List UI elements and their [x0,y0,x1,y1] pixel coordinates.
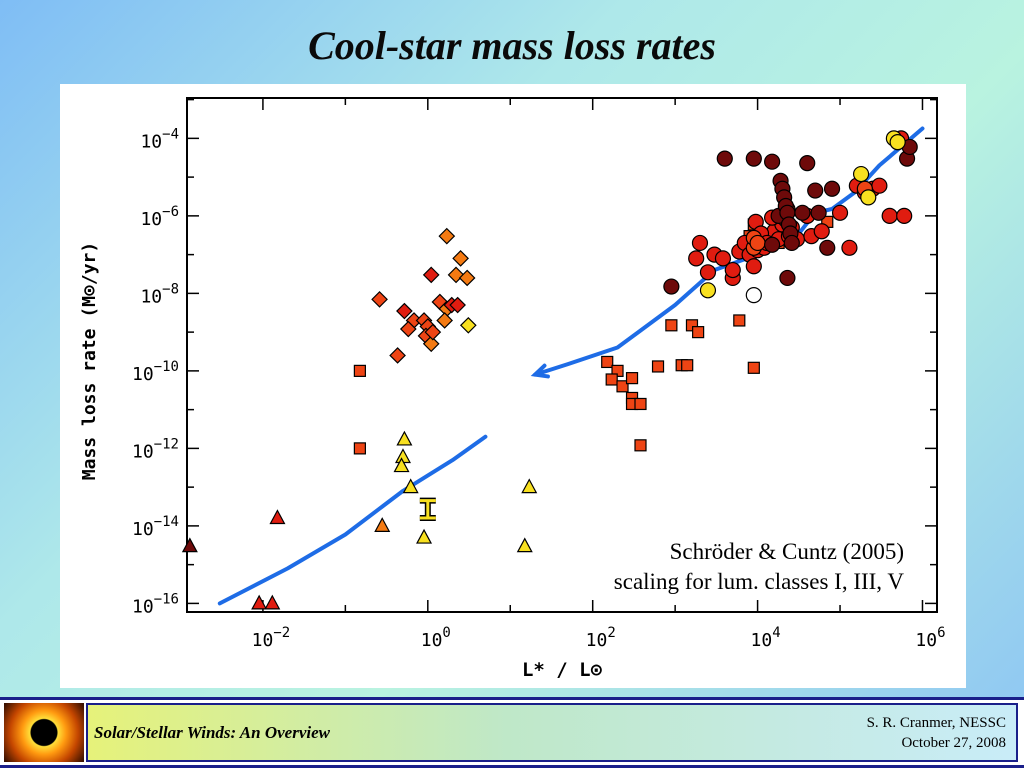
data-point-circle [841,239,858,256]
y-tick-label: 10−16 [132,591,179,617]
data-point-triangle [251,594,268,610]
data-point-diamond [436,312,453,329]
data-point-square [353,364,366,377]
chart-panel: 10−2 100 102 104 106 10−4 10−6 10−8 10−10 10−12 10… [60,84,966,688]
data-point-circle [852,165,870,183]
footer-bar: Solar/Stellar Winds: An Overview S. R. C… [0,697,1024,768]
plot-frame [186,97,938,613]
data-point-diamond [399,320,417,338]
data-point-triangle [393,457,410,473]
data-point-circle [749,234,766,252]
x-tick-label: 102 [586,625,616,651]
data-point-square [625,372,639,385]
data-point-square [685,319,699,332]
data-point-square [733,314,746,327]
error-bar [419,499,436,520]
footer-title: Solar/Stellar Winds: An Overview [94,723,330,742]
data-point-circle [745,287,762,304]
data-point-square [353,442,366,455]
data-point-circle [745,258,762,275]
data-point-circle [716,150,733,167]
data-point-diamond [422,266,440,284]
data-point-circle [810,204,827,221]
x-tick-label: 104 [751,625,781,651]
y-tick-label: 10−4 [140,126,179,152]
data-point-square [616,380,629,393]
data-point-circle [688,250,705,267]
data-point-diamond [371,291,388,308]
data-point-diamond [452,250,469,267]
data-point-circle [764,236,781,253]
y-tick-label: 10−14 [132,514,179,540]
annotation-scaling: scaling for lum. classes I, III, V [614,569,905,594]
data-point-triangle [521,478,538,494]
data-point-diamond [438,227,456,245]
y-axis-label: Mass loss rate (M⊙/yr) [79,242,100,480]
data-point-circle [823,180,841,197]
data-point-diamond [424,323,442,341]
data-point-circle [819,239,836,256]
data-point-circle [779,269,796,287]
slide-title: Cool-star mass loss rates [308,23,716,68]
data-point-triangle [416,528,433,544]
data-point-circle [813,223,830,240]
footer-date: October 27, 2008 [901,735,1006,751]
data-point-triangle [269,509,286,525]
data-point-circle [699,264,717,281]
data-point-diamond [422,335,440,353]
data-point-square [681,359,694,372]
data-point-triangle [181,537,198,553]
data-point-circle [896,207,913,224]
data-point-circle [794,204,811,221]
data-point-circle [889,134,906,151]
data-point-diamond [458,269,476,287]
data-point-circle [871,177,888,194]
data-point-circle [807,182,824,199]
data-point-triangle [516,537,533,553]
x-axis-label: L* / L⊙ [522,659,603,681]
data-point-circle [881,207,898,224]
data-point-circle [764,153,781,170]
data-point-circle [663,278,680,295]
data-point-circle [799,154,816,172]
mass-loss-chart: 10−2 100 102 104 106 10−4 10−6 10−8 10−10 10−12 10… [79,97,946,681]
scaling-curve-1 [217,434,488,606]
data-point-square [634,397,647,411]
y-tick-label: 10−6 [140,204,179,230]
data-point-circle [714,250,732,267]
data-point-circle [783,234,800,252]
sun-corona-icon [4,703,84,762]
x-tick-label: 100 [421,625,451,651]
data-point-circle [724,261,741,279]
y-tick-label: 10−10 [132,359,179,385]
data-point-square [634,439,647,452]
x-tick-label: 106 [915,625,945,651]
footer-title-box: Solar/Stellar Winds: An Overview S. R. C… [86,703,1018,762]
curve-arrowhead [530,363,550,379]
data-point-triangle [264,594,281,610]
data-point-square [651,360,665,373]
data-point-diamond [459,316,477,334]
x-tick-label: 10−2 [252,625,291,651]
data-point-triangle [396,430,413,446]
data-point-square [601,355,614,369]
data-point-diamond [389,347,406,364]
data-point-square [692,326,705,339]
data-point-diamond [449,296,466,314]
data-point-triangle [402,478,419,494]
y-tick-label: 10−8 [140,281,179,307]
data-point-circle [691,234,709,252]
data-point-circle [860,189,877,206]
y-tick-label: 10−12 [132,436,179,462]
footer-author: S. R. Cranmer, NESSC [866,715,1006,731]
data-point-circle [831,204,849,221]
data-point-diamond [396,302,413,320]
data-point-square [605,373,618,386]
data-point-circle [699,282,717,299]
data-point-triangle [374,517,391,532]
data-point-square [665,319,678,332]
data-point-circle [745,150,762,167]
data-point-square [747,361,760,374]
annotation-reference: Schröder & Cuntz (2005) [670,539,904,564]
